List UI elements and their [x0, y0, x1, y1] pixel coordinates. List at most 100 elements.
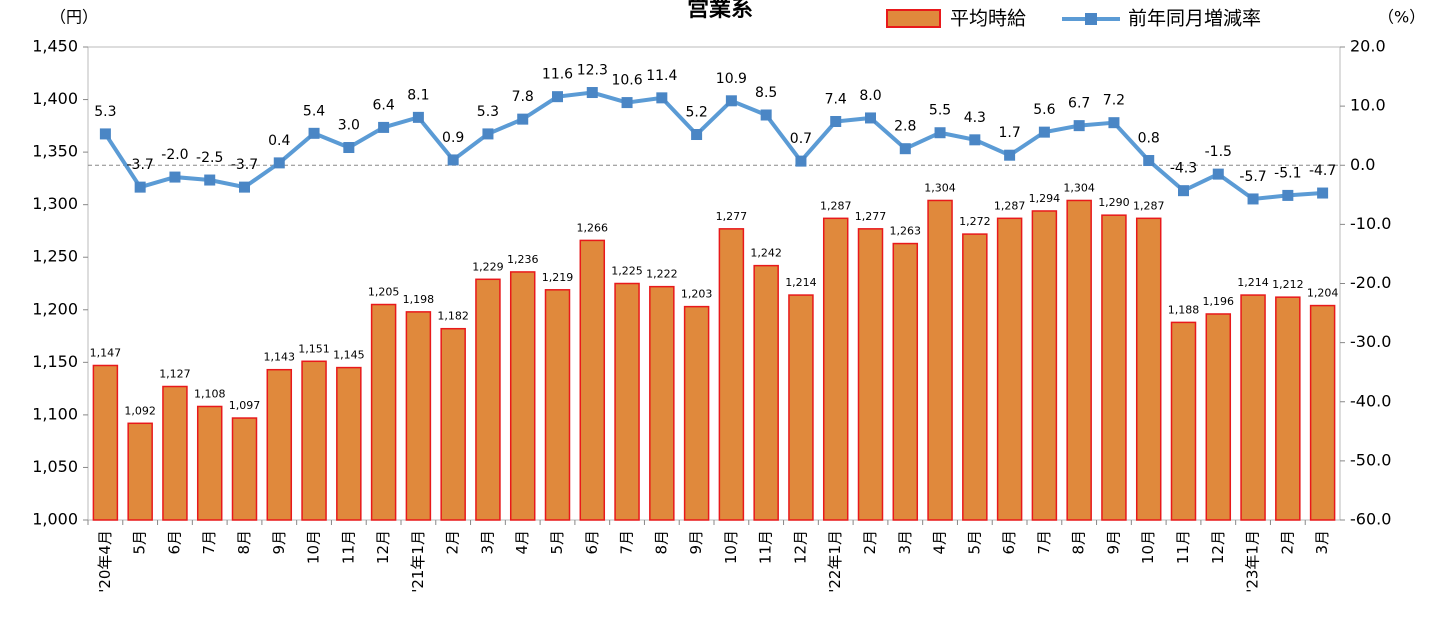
bar: [1240, 294, 1266, 521]
y2-tick-label: -50.0: [1350, 450, 1391, 469]
line-value-label: 5.6: [1033, 102, 1055, 118]
bar: [1170, 321, 1197, 521]
x-tick-label: 3月: [1313, 530, 1331, 555]
line-marker: [378, 121, 390, 133]
bar-value-label: 1,151: [298, 342, 330, 355]
x-tick-label: 7月: [618, 530, 636, 555]
bar: [1275, 296, 1301, 521]
y2-tick-label: 20.0: [1350, 37, 1386, 56]
x-tick-label: '22年1月: [826, 530, 844, 593]
bar: [1309, 304, 1336, 521]
x-tick-label: 10月: [722, 530, 740, 564]
x-tick-label: 9月: [270, 530, 288, 555]
line-marker: [552, 91, 563, 103]
line-value-label: 11.6: [542, 67, 573, 83]
line-value-label: -3.7: [127, 157, 154, 173]
y-tick-label: 1,200: [32, 299, 78, 318]
x-tick-label: 4月: [931, 530, 949, 555]
bar: [892, 242, 919, 521]
y-tick-label: 1,350: [32, 142, 78, 161]
line-marker: [1073, 120, 1085, 132]
bar: [92, 364, 119, 521]
bar-value-label: 1,222: [646, 268, 678, 281]
line-value-label: 5.3: [477, 104, 499, 120]
chart-title: 営業系: [687, 0, 753, 22]
y-tick-label: 1,300: [32, 194, 78, 213]
line-value-label: 3.0: [338, 118, 360, 134]
line-marker: [934, 127, 946, 139]
y2-tick-label: -10.0: [1350, 214, 1391, 233]
bar-value-label: 1,272: [959, 215, 991, 228]
line-marker: [760, 109, 772, 121]
x-tick-label: 2月: [444, 530, 462, 555]
y2-tick-label: -30.0: [1350, 332, 1391, 351]
x-tick-label: 12月: [791, 530, 809, 564]
bar: [1205, 313, 1232, 521]
x-tick-label: 7月: [1035, 530, 1053, 555]
x-tick-label: 2月: [1278, 530, 1296, 555]
bar-value-label: 1,242: [750, 247, 782, 260]
y-tick-label: 1,450: [32, 37, 78, 56]
bar-value-label: 1,212: [1272, 278, 1304, 291]
bar: [996, 217, 1023, 521]
line-marker: [899, 143, 911, 155]
line-marker: [865, 112, 876, 124]
bar-value-label: 1,198: [403, 293, 435, 306]
x-tick-label: '21年1月: [409, 530, 427, 593]
legend-label: 前年同月増減率: [1128, 8, 1261, 30]
legend-label: 平均時給: [950, 8, 1026, 30]
line-marker: [1247, 193, 1259, 205]
bar-value-label: 1,182: [437, 310, 469, 323]
line-marker: [239, 181, 250, 193]
bar: [718, 228, 745, 521]
bar-value-label: 1,277: [855, 210, 887, 223]
line-value-label: 7.4: [825, 91, 847, 107]
bar-value-label: 1,127: [159, 368, 191, 381]
line-value-label: 7.2: [1103, 93, 1125, 109]
line-value-label: -4.7: [1309, 163, 1336, 179]
x-tick-label: 11月: [757, 530, 775, 564]
x-tick-label: 3月: [478, 530, 496, 555]
line-marker: [1108, 117, 1120, 129]
line-value-label: -4.3: [1170, 161, 1197, 177]
line-marker: [1038, 126, 1050, 138]
y-tick-label: 1,050: [32, 457, 78, 476]
bar-value-label: 1,205: [368, 286, 400, 299]
line-marker: [134, 181, 146, 193]
bar-value-label: 1,287: [820, 199, 852, 212]
bar-value-label: 1,188: [1168, 303, 1200, 316]
line-value-label: 2.8: [894, 119, 916, 135]
bar: [301, 360, 327, 521]
x-tick-label: 7月: [200, 530, 218, 555]
x-tick-label: 6月: [165, 530, 183, 555]
line-value-label: -5.1: [1274, 165, 1301, 181]
bar-value-label: 1,097: [229, 399, 261, 412]
x-tick-label: '20年4月: [96, 530, 114, 593]
x-tick-label: 8月: [1070, 530, 1088, 555]
line-marker: [725, 95, 737, 107]
x-tick-label: 2月: [861, 530, 879, 555]
x-tick-label: 12月: [1209, 530, 1227, 564]
line-marker: [204, 174, 216, 186]
line-value-label: 0.9: [442, 130, 464, 146]
x-tick-label: 5月: [548, 530, 566, 555]
line-value-label: -2.5: [196, 150, 223, 166]
x-tick-label: 9月: [687, 530, 705, 555]
y-axis-label: （円）: [50, 8, 98, 27]
bar-value-label: 1,287: [994, 199, 1026, 212]
line-value-label: 10.9: [716, 71, 747, 87]
bar-value-label: 1,219: [542, 271, 574, 284]
line-marker: [1004, 149, 1016, 161]
line-marker: [830, 115, 842, 127]
bar: [753, 264, 779, 521]
y-tick-label: 1,100: [32, 404, 78, 423]
bar: [370, 303, 397, 521]
bar-value-label: 1,304: [924, 181, 956, 194]
line-value-label: -3.7: [231, 157, 258, 173]
line-value-label: 8.0: [859, 88, 881, 104]
plot-area: [87, 46, 1341, 521]
line-marker: [1178, 185, 1189, 197]
line-marker: [447, 154, 459, 166]
y2-tick-label: -20.0: [1350, 273, 1391, 292]
bar-value-label: 1,304: [1063, 181, 1095, 194]
